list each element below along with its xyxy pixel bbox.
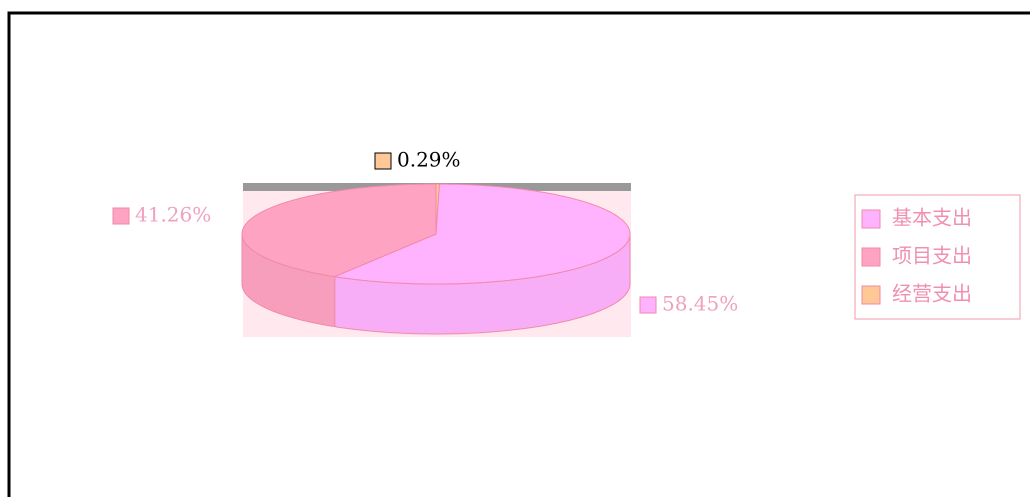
label-swatch <box>374 152 392 170</box>
legend-label: 经营支出 <box>892 282 972 306</box>
legend-box <box>854 194 1021 320</box>
slice <box>332 183 631 285</box>
data-label: 41.26% <box>135 203 211 227</box>
data-label: 0.29% <box>397 148 461 172</box>
legend-label: 项目支出 <box>892 244 972 268</box>
slice <box>241 183 437 278</box>
legend-swatch <box>861 247 881 267</box>
legend-swatch <box>861 285 881 305</box>
label-swatch <box>639 296 657 314</box>
legend-label: 基本支出 <box>892 206 972 230</box>
label-swatch <box>112 207 130 225</box>
data-label: 58.45% <box>662 292 738 316</box>
legend-swatch <box>861 209 881 229</box>
